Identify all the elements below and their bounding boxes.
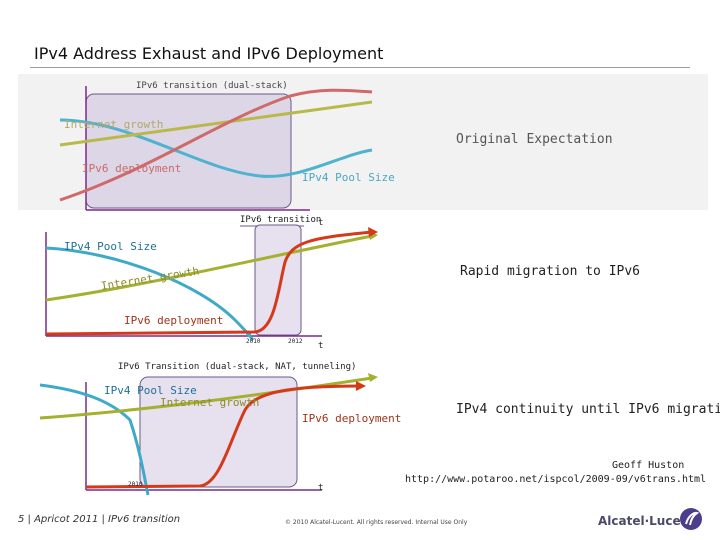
panel1-ipv4-pool-curve xyxy=(59,118,373,178)
panel2-t-label: t xyxy=(318,341,324,351)
panel1-transition-label: IPv6 transition (dual-stack) xyxy=(136,81,288,91)
attribution-author: Geoff Huston xyxy=(612,460,685,471)
panel1-t-label: t xyxy=(318,218,324,228)
footer-copyright: © 2010 Alcatel-Lucent. All rights reserv… xyxy=(285,519,468,526)
panel3-ipv6-deployment-curve xyxy=(85,384,361,489)
panel3-ipv4-pool-label: IPv4 Pool Size xyxy=(104,384,197,397)
panel3-ipv4-pool-curve xyxy=(39,383,150,496)
slide-title: IPv4 Address Exhaust and IPv6 Deployment xyxy=(34,44,384,63)
attribution-url[interactable]: http://www.potaroo.net/ispcol/2009-09/v6… xyxy=(405,474,707,485)
panel2-ipv6-deployment-label: IPv6 deployment xyxy=(124,314,224,327)
panel1-ipv4-pool-label: IPv4 Pool Size xyxy=(302,171,395,184)
logo-text: Alcatel·Lucent xyxy=(598,514,695,528)
panel3-ipv4-continuity-label: IPv4 continuity until IPv6 migration xyxy=(456,402,720,417)
panel1-ipv6-deployment-label: IPv6 deployment xyxy=(82,162,182,175)
panel3-year-start: 2010 xyxy=(128,481,143,488)
panel2-year-start: 2010 xyxy=(246,338,261,345)
panel2-internet-growth-curve xyxy=(45,234,373,302)
panel1-internet-growth-label: Internet growth xyxy=(64,118,164,131)
panel3-ipv6-deployment-label: IPv6 deployment xyxy=(302,412,402,425)
panel1-transition-axis-label: IPv6 transition xyxy=(240,215,322,225)
panel2-transition-box xyxy=(254,224,302,336)
panel3-transition-label: IPv6 Transition (dual-stack, NAT, tunnel… xyxy=(118,362,357,372)
panel2-ipv4-pool-label: IPv4 Pool Size xyxy=(64,240,157,253)
panel1-ipv6-deployment-curve xyxy=(59,88,373,202)
title-divider xyxy=(30,67,690,68)
panel2-ipv6-deployment-curve xyxy=(45,230,373,336)
panel3-internet-growth-label: Internet growth xyxy=(160,396,260,409)
panel1-transition-box xyxy=(85,93,292,209)
panel1-original-expectation-label: Original Expectation xyxy=(456,132,613,147)
logo-mark-icon xyxy=(680,508,702,530)
panel2-year-end: 2012 xyxy=(288,338,303,345)
panel3-t-label: t xyxy=(318,483,324,493)
footer-page-info: 5 | Apricot 2011 | IPv6 transition xyxy=(18,514,181,525)
alcatel-lucent-logo: Alcatel·Lucent xyxy=(598,508,702,534)
panel2-rapid-migration-label: Rapid migration to IPv6 xyxy=(460,264,641,279)
panel3-internet-growth-curve xyxy=(39,376,373,420)
panel1-internet-growth-curve xyxy=(59,100,373,147)
